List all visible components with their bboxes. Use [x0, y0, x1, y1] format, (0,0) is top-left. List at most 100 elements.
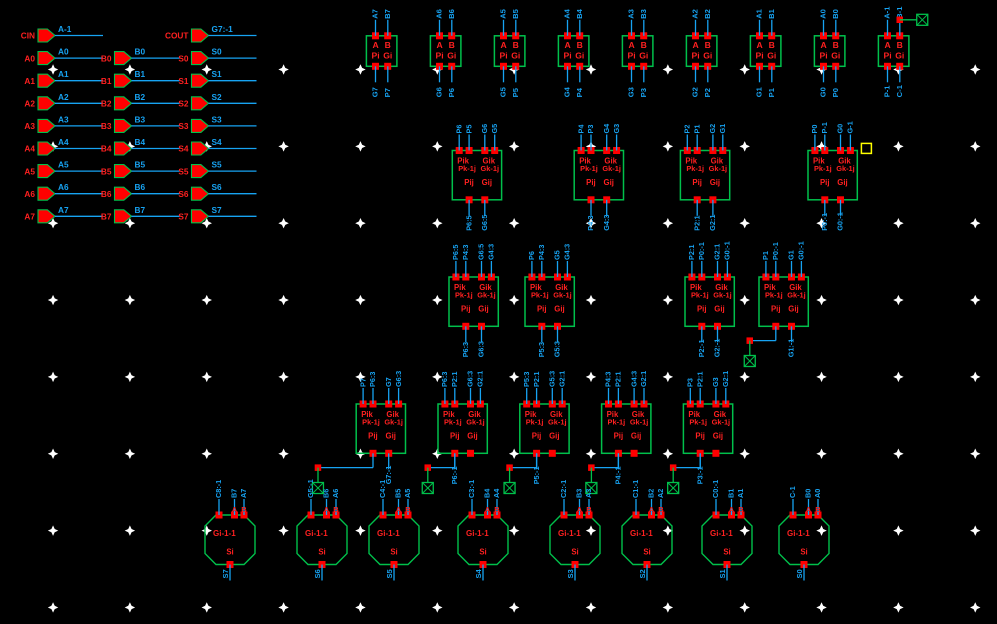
- svg-text:P-1: P-1: [820, 122, 829, 133]
- svg-text:Pi: Pi: [691, 51, 699, 61]
- svg-text:A2: A2: [58, 92, 69, 102]
- svg-text:G6:5: G6:5: [480, 215, 489, 231]
- svg-text:Pk-1j: Pk-1j: [686, 164, 704, 173]
- svg-text:G0:-1: G0:-1: [797, 241, 806, 260]
- svg-text:G6: G6: [480, 124, 489, 134]
- svg-text:A5: A5: [58, 160, 69, 170]
- svg-text:Pk-1j: Pk-1j: [814, 164, 832, 173]
- svg-text:P2:-1: P2:-1: [697, 339, 706, 357]
- svg-text:A4: A4: [492, 488, 501, 498]
- svg-text:G2: G2: [708, 124, 717, 134]
- svg-text:A: A: [820, 40, 826, 50]
- svg-text:G5: G5: [553, 250, 562, 260]
- svg-text:Si: Si: [800, 548, 807, 557]
- svg-text:Si: Si: [723, 548, 730, 557]
- svg-text:B: B: [405, 505, 411, 514]
- svg-text:S6: S6: [212, 182, 223, 192]
- svg-text:C4:-1: C4:-1: [378, 480, 387, 498]
- svg-text:A: A: [806, 505, 812, 514]
- svg-text:G3: G3: [627, 87, 636, 97]
- svg-text:P2:1: P2:1: [450, 372, 459, 387]
- svg-text:A7: A7: [24, 212, 35, 222]
- svg-text:S6: S6: [313, 569, 322, 578]
- svg-text:B: B: [897, 40, 903, 50]
- svg-text:G2:1: G2:1: [476, 371, 485, 387]
- svg-text:G1:-1: G1:-1: [787, 339, 796, 358]
- svg-text:A4: A4: [24, 144, 35, 154]
- svg-text:Gi: Gi: [767, 51, 776, 61]
- svg-text:Pk-1j: Pk-1j: [444, 418, 462, 427]
- svg-text:Pij: Pij: [537, 305, 547, 314]
- svg-text:A: A: [232, 505, 238, 514]
- svg-text:B: B: [738, 505, 744, 514]
- svg-text:A2: A2: [691, 9, 700, 19]
- svg-text:A6: A6: [58, 182, 69, 192]
- svg-text:Pi: Pi: [819, 51, 827, 61]
- svg-text:Pij: Pij: [450, 432, 460, 441]
- svg-text:B2: B2: [135, 92, 146, 102]
- svg-text:P6:3: P6:3: [440, 372, 449, 387]
- svg-text:P6: P6: [527, 251, 536, 260]
- svg-text:B: B: [241, 505, 247, 514]
- svg-text:G4:3: G4:3: [487, 244, 496, 260]
- svg-text:Pij: Pij: [820, 178, 830, 187]
- svg-text:A5: A5: [499, 8, 508, 18]
- svg-text:P0: P0: [810, 125, 819, 134]
- svg-text:G0:-1: G0:-1: [836, 212, 845, 231]
- svg-text:S3: S3: [178, 121, 189, 131]
- svg-text:A0: A0: [813, 489, 822, 498]
- svg-text:Pij: Pij: [697, 305, 707, 314]
- svg-text:B0: B0: [135, 47, 146, 57]
- svg-text:Gij: Gij: [837, 178, 847, 187]
- svg-text:A: A: [372, 40, 378, 50]
- svg-text:C3:-1: C3:-1: [467, 480, 476, 498]
- svg-text:A4: A4: [58, 137, 69, 147]
- svg-text:S1: S1: [718, 568, 727, 578]
- svg-text:G4:3: G4:3: [602, 215, 611, 231]
- svg-text:S7: S7: [221, 569, 230, 578]
- svg-text:Pij: Pij: [695, 432, 705, 441]
- svg-text:Pij: Pij: [586, 178, 596, 187]
- svg-text:Pk-1j: Pk-1j: [455, 291, 473, 300]
- svg-text:Pk-1j: Pk-1j: [362, 418, 380, 427]
- svg-text:Gi: Gi: [511, 51, 520, 61]
- svg-text:Pij: Pij: [461, 305, 471, 314]
- svg-text:Pij: Pij: [464, 178, 474, 187]
- svg-text:G5:-1: G5:-1: [306, 479, 315, 498]
- svg-text:B: B: [658, 505, 664, 514]
- svg-text:G7: G7: [371, 87, 380, 97]
- svg-text:S0: S0: [212, 47, 223, 57]
- svg-text:A3: A3: [24, 121, 35, 131]
- svg-text:C-1: C-1: [788, 486, 797, 498]
- svg-text:Pi: Pi: [371, 51, 379, 61]
- svg-text:B: B: [513, 40, 519, 50]
- svg-text:P5: P5: [511, 87, 520, 97]
- svg-text:Gk-1j: Gk-1j: [548, 418, 566, 427]
- svg-text:G1: G1: [787, 250, 796, 260]
- svg-text:S1: S1: [212, 69, 223, 79]
- svg-text:A2: A2: [656, 489, 665, 498]
- svg-text:P3: P3: [686, 378, 695, 387]
- svg-text:A: A: [500, 40, 506, 50]
- svg-text:B: B: [577, 40, 583, 50]
- svg-text:G5:3: G5:3: [548, 371, 557, 387]
- svg-text:B6: B6: [101, 189, 112, 199]
- svg-text:B6: B6: [135, 182, 146, 192]
- svg-text:P7: P7: [358, 378, 367, 387]
- svg-text:A7: A7: [239, 489, 248, 498]
- svg-text:B2: B2: [647, 489, 656, 498]
- svg-text:Gk-1j: Gk-1j: [466, 418, 484, 427]
- svg-text:A3: A3: [58, 114, 69, 124]
- svg-text:Gk-1j: Gk-1j: [836, 164, 854, 173]
- svg-text:G1: G1: [718, 124, 727, 134]
- svg-text:Gk-1j: Gk-1j: [477, 291, 495, 300]
- svg-text:G4:3: G4:3: [563, 244, 572, 260]
- svg-text:CIN: CIN: [21, 31, 35, 41]
- svg-text:G6:3: G6:3: [466, 371, 475, 387]
- svg-text:G2:1: G2:1: [639, 371, 648, 387]
- svg-text:G2:-1: G2:-1: [713, 339, 722, 358]
- svg-text:Pi: Pi: [499, 51, 507, 61]
- svg-text:P6:3: P6:3: [368, 372, 377, 387]
- svg-text:C1:-1: C1:-1: [631, 480, 640, 498]
- svg-text:G2:1: G2:1: [721, 371, 730, 387]
